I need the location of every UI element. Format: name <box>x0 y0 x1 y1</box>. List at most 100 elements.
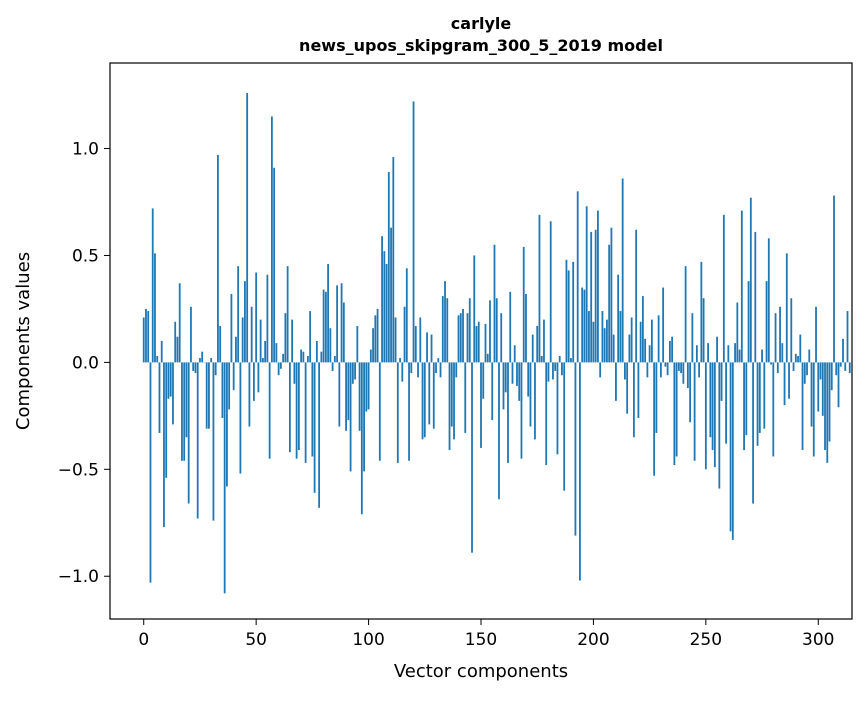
bar <box>795 354 797 363</box>
bar <box>723 215 725 363</box>
bar <box>280 362 282 368</box>
bar <box>359 362 361 430</box>
bar <box>147 311 149 362</box>
bar <box>363 362 365 471</box>
bar <box>570 358 572 362</box>
bar <box>231 294 233 362</box>
bar <box>644 339 646 363</box>
bar <box>736 303 738 363</box>
bar <box>462 309 464 362</box>
bar <box>664 362 666 366</box>
bar <box>282 354 284 363</box>
bar <box>815 307 817 363</box>
bar <box>455 362 457 377</box>
bar <box>793 362 795 371</box>
bar <box>192 362 194 371</box>
bar <box>168 362 170 398</box>
bar <box>494 245 496 363</box>
bar <box>579 362 581 580</box>
bar <box>269 362 271 458</box>
bar <box>482 362 484 398</box>
bar <box>847 311 849 362</box>
bar <box>406 268 408 362</box>
bar <box>356 326 358 362</box>
bar <box>293 362 295 383</box>
bar <box>143 317 145 362</box>
bar <box>754 232 756 362</box>
bar <box>426 332 428 362</box>
bar <box>188 362 190 503</box>
bar <box>424 362 426 437</box>
bar <box>332 362 334 371</box>
bar <box>233 362 235 390</box>
bar <box>734 343 736 362</box>
bar <box>536 326 538 362</box>
bar <box>525 294 527 362</box>
bar <box>170 362 172 396</box>
bar <box>770 362 772 364</box>
bar <box>727 345 729 362</box>
bar <box>516 362 518 386</box>
bar <box>177 337 179 363</box>
bar <box>584 290 586 363</box>
bar <box>530 362 532 426</box>
bar <box>750 198 752 363</box>
bar <box>748 281 750 362</box>
bar <box>159 362 161 433</box>
bar <box>822 362 824 415</box>
bar <box>590 232 592 362</box>
bar <box>368 362 370 409</box>
bar <box>431 335 433 363</box>
bar <box>804 362 806 383</box>
bar <box>781 343 783 362</box>
bar <box>417 362 419 377</box>
bar <box>745 362 747 435</box>
bar <box>608 245 610 363</box>
bar <box>345 362 347 430</box>
bar <box>496 298 498 362</box>
bar <box>341 283 343 362</box>
bar <box>588 311 590 362</box>
bar <box>599 362 601 377</box>
bar <box>718 362 720 488</box>
bar <box>190 307 192 363</box>
bar <box>548 362 550 381</box>
bar <box>422 362 424 439</box>
bar <box>163 362 165 527</box>
bar <box>399 358 401 362</box>
bar <box>381 236 383 362</box>
bar <box>307 356 309 362</box>
bar <box>523 247 525 362</box>
bar <box>763 362 765 428</box>
bar <box>611 228 613 363</box>
bar <box>629 335 631 363</box>
bar <box>676 362 678 456</box>
bar <box>707 343 709 362</box>
bar <box>154 253 156 362</box>
bar <box>471 362 473 552</box>
bar <box>197 362 199 518</box>
bar <box>174 322 176 363</box>
bar <box>390 228 392 363</box>
bar <box>266 275 268 363</box>
bars-group <box>143 93 851 593</box>
bar <box>518 362 520 400</box>
bar <box>631 317 633 362</box>
y-tick-label: 1.0 <box>72 140 99 160</box>
y-tick-label: 0.5 <box>72 246 99 266</box>
bar <box>514 345 516 362</box>
bar <box>671 337 673 363</box>
bar <box>532 335 534 363</box>
bar <box>768 238 770 362</box>
bar <box>655 362 657 433</box>
bar <box>325 292 327 363</box>
bar <box>545 362 547 465</box>
bar <box>667 362 669 375</box>
bar <box>150 362 152 582</box>
bar <box>284 313 286 362</box>
bar <box>410 362 412 373</box>
bar <box>309 311 311 362</box>
bar <box>338 362 340 426</box>
bar <box>334 356 336 362</box>
